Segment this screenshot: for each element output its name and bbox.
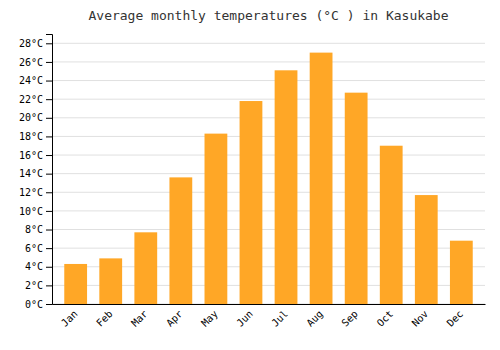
tick-label: 4°C [25, 261, 43, 272]
grid-line [52, 173, 485, 174]
y-tick: 16°C [19, 150, 52, 161]
tick-mark [46, 192, 52, 193]
tick-mark [46, 304, 52, 305]
y-tick: 6°C [25, 243, 52, 254]
bar [134, 232, 157, 304]
tick-label: 18°C [19, 131, 43, 142]
axis-line [46, 35, 53, 305]
tick-mark [46, 248, 52, 249]
tick-label: 10°C [19, 206, 43, 217]
x-tick: Nov [410, 308, 431, 329]
y-axis: 0°C 2°C 4°C 6°C 8°C 10°C 12°C 14°C 16°C 18°C 20°C 2… [19, 35, 53, 310]
tick-label: 26°C [19, 57, 43, 68]
y-tick: 20°C [19, 112, 52, 123]
x-tick: Dec [445, 308, 466, 329]
y-tick: 12°C [19, 187, 52, 198]
y-tick: 28°C [19, 38, 52, 49]
tick-label: 6°C [25, 243, 43, 254]
x-tick: Oct [375, 308, 396, 329]
tick-label: 16°C [19, 150, 43, 161]
tick-label: 20°C [19, 112, 43, 123]
grid [52, 43, 485, 304]
grid-line [52, 80, 485, 81]
tick-label: Jul [269, 308, 290, 329]
y-tick: 4°C [25, 261, 52, 272]
tick-label: Nov [410, 308, 431, 329]
bar [169, 177, 192, 304]
tick-mark [46, 285, 52, 286]
y-tick: 22°C [19, 94, 52, 105]
grid-line [52, 43, 485, 44]
tick-mark [46, 174, 52, 175]
x-axis: Jan Feb Mar Apr May Jun Jul Aug Sep Oct Nov Dec [53, 305, 486, 329]
grid-line [52, 155, 485, 156]
tick-label: Jun [234, 308, 255, 329]
tick-label: 22°C [19, 94, 43, 105]
y-tick: 24°C [19, 75, 52, 86]
x-tick: Mar [129, 308, 150, 329]
tick-label: Sep [339, 308, 360, 329]
tick-label: Apr [164, 308, 185, 329]
tick-mark [46, 155, 52, 156]
tick-mark [46, 267, 52, 268]
grid-line [52, 136, 485, 137]
tick-label: Aug [304, 308, 325, 329]
bar [205, 134, 228, 304]
bar [345, 93, 368, 304]
tick-mark [46, 43, 52, 44]
tick-label: Jan [59, 308, 80, 329]
axis-line [53, 304, 486, 305]
grid-line [52, 99, 485, 100]
grid-line [52, 117, 485, 118]
tick-label: 0°C [25, 299, 43, 310]
tick-label: May [199, 308, 220, 329]
x-tick: Jul [269, 308, 290, 329]
tick-label: Mar [129, 308, 150, 329]
tick-label: 28°C [19, 38, 43, 49]
bar [415, 195, 438, 304]
bar [275, 70, 298, 304]
tick-label: Feb [94, 308, 115, 329]
chart: 0°C 2°C 4°C 6°C 8°C 10°C 12°C 14°C 16°C 18°C 20°C 2… [0, 0, 500, 350]
y-tick: 10°C [19, 206, 52, 217]
tick-label: 8°C [25, 224, 43, 235]
x-tick: Jan [59, 308, 80, 329]
y-tick: 18°C [19, 131, 52, 142]
x-tick: Jun [234, 308, 255, 329]
title: Average monthly temperatures (°C ) in Ka… [88, 8, 448, 23]
tick-label: Dec [445, 308, 466, 329]
bar [450, 241, 473, 304]
x-tick: Apr [164, 308, 185, 329]
grid-line [52, 61, 485, 62]
tick-label: 24°C [19, 75, 43, 86]
bar [99, 258, 122, 304]
bar [240, 101, 263, 304]
tick-label: 14°C [19, 168, 43, 179]
tick-mark [46, 81, 52, 82]
y-tick: 8°C [25, 224, 52, 235]
tick-label: Oct [375, 308, 396, 329]
tick-mark [46, 136, 52, 137]
x-tick: Aug [304, 308, 325, 329]
tick-mark [46, 211, 52, 212]
tick-mark [46, 230, 52, 231]
plot: 0°C 2°C 4°C 6°C 8°C 10°C 12°C 14°C 16°C 18°C 20°C 2… [19, 35, 486, 329]
tick-mark [46, 62, 52, 63]
y-tick: 0°C [25, 299, 52, 310]
bars [64, 53, 472, 304]
x-tick: Feb [94, 308, 115, 329]
x-tick: May [199, 308, 220, 329]
y-tick: 14°C [19, 168, 52, 179]
tick-mark [46, 118, 52, 119]
y-tick: 26°C [19, 57, 52, 68]
tick-label: 12°C [19, 187, 43, 198]
x-tick: Sep [339, 308, 360, 329]
bar [64, 264, 87, 304]
tick-label: 2°C [25, 280, 43, 291]
tick-mark [46, 99, 52, 100]
y-tick: 2°C [25, 280, 52, 291]
bar [380, 146, 403, 304]
grid-line [52, 192, 485, 193]
bar [310, 53, 333, 304]
